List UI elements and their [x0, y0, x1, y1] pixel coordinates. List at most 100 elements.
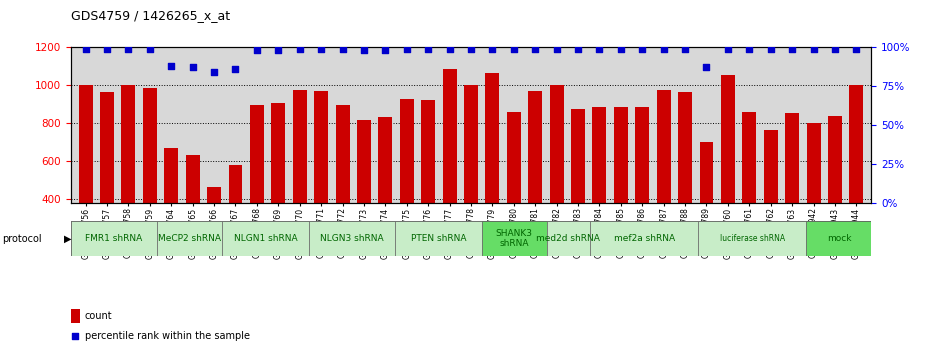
Bar [186, 155, 200, 276]
Point [292, 46, 307, 52]
Point [121, 46, 136, 52]
Bar [571, 109, 585, 276]
Bar [79, 85, 92, 276]
Bar [590, 221, 698, 256]
Bar [742, 112, 756, 276]
Bar [550, 85, 563, 276]
Point [763, 46, 778, 52]
Point [528, 46, 543, 52]
Bar [357, 119, 371, 276]
Point [399, 46, 414, 52]
Point [785, 46, 800, 52]
Point [806, 46, 821, 52]
Bar [71, 221, 157, 256]
Bar [100, 92, 114, 276]
Text: SHANK3
shRNA: SHANK3 shRNA [495, 229, 533, 248]
Text: FMR1 shRNA: FMR1 shRNA [86, 234, 142, 243]
Text: mock: mock [827, 234, 852, 243]
Bar [309, 221, 396, 256]
Point [421, 46, 436, 52]
Bar [700, 142, 713, 276]
Bar [546, 221, 590, 256]
Bar [507, 112, 521, 276]
Point [485, 46, 500, 52]
Point [463, 46, 479, 52]
Bar [806, 123, 820, 276]
Bar [635, 107, 649, 276]
Text: NLGN1 shRNA: NLGN1 shRNA [234, 234, 298, 243]
Text: count: count [85, 311, 112, 321]
Bar [593, 107, 607, 276]
Point [100, 46, 115, 52]
Bar [335, 105, 349, 276]
Bar [271, 103, 285, 276]
Point [635, 46, 650, 52]
Text: PTEN shRNA: PTEN shRNA [411, 234, 466, 243]
Point [228, 66, 243, 72]
Bar [143, 88, 156, 276]
Bar [250, 105, 264, 276]
Point [250, 48, 265, 53]
Point [613, 46, 628, 52]
Bar [721, 75, 735, 276]
Text: mef2a shRNA: mef2a shRNA [613, 234, 674, 243]
Point [335, 46, 350, 52]
Bar [396, 221, 481, 256]
Bar [399, 99, 414, 276]
Bar [786, 113, 799, 276]
Bar [657, 90, 671, 276]
Text: med2d shRNA: med2d shRNA [536, 234, 600, 243]
Bar [614, 107, 627, 276]
Bar [828, 116, 842, 276]
Bar [222, 221, 309, 256]
Bar [207, 187, 221, 276]
Bar [464, 85, 478, 276]
Point [206, 69, 221, 75]
Point [657, 46, 672, 52]
Point [164, 63, 179, 69]
Point [699, 65, 714, 70]
Text: GDS4759 / 1426265_x_at: GDS4759 / 1426265_x_at [71, 9, 230, 22]
Point [270, 48, 285, 53]
Text: MeCP2 shRNA: MeCP2 shRNA [158, 234, 221, 243]
Point [378, 48, 393, 53]
Bar [293, 90, 307, 276]
Bar [485, 73, 499, 276]
Point [677, 46, 692, 52]
Bar [443, 69, 457, 276]
Text: protocol: protocol [2, 234, 41, 244]
Point [142, 46, 157, 52]
Text: ▶: ▶ [64, 234, 72, 244]
Point [827, 46, 842, 52]
Bar [229, 165, 242, 276]
Point [721, 46, 736, 52]
Text: percentile rank within the sample: percentile rank within the sample [85, 331, 250, 341]
Point [549, 46, 564, 52]
Text: NLGN3 shRNA: NLGN3 shRNA [320, 234, 383, 243]
Point [78, 46, 93, 52]
Point [314, 46, 329, 52]
Bar [315, 91, 328, 276]
Bar [157, 221, 222, 256]
Point [506, 46, 521, 52]
Bar [122, 85, 136, 276]
Bar [806, 221, 871, 256]
Point [186, 65, 201, 70]
Bar [678, 93, 692, 276]
Bar [421, 101, 435, 276]
Bar [481, 221, 546, 256]
Bar [164, 148, 178, 276]
Text: luciferase shRNA: luciferase shRNA [720, 234, 785, 243]
Point [849, 46, 864, 52]
Point [356, 48, 371, 53]
Bar [850, 85, 863, 276]
Bar [698, 221, 806, 256]
Point [442, 46, 457, 52]
Point [571, 46, 586, 52]
Bar [71, 309, 80, 323]
Point [592, 46, 607, 52]
Bar [764, 130, 778, 276]
Bar [528, 91, 543, 276]
Bar [379, 117, 392, 276]
Point [741, 46, 756, 52]
